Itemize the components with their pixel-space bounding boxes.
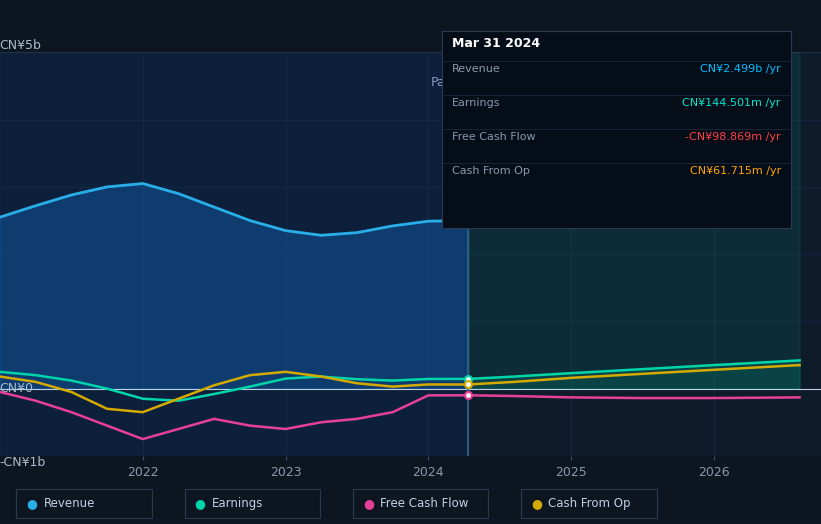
Text: Earnings: Earnings — [212, 497, 264, 510]
Text: ●: ● — [531, 497, 542, 510]
Text: Analysts Forecasts: Analysts Forecasts — [479, 76, 596, 89]
Text: -CN¥98.869m /yr: -CN¥98.869m /yr — [686, 132, 781, 142]
Text: CN¥61.715m /yr: CN¥61.715m /yr — [690, 166, 781, 176]
Text: Free Cash Flow: Free Cash Flow — [380, 497, 469, 510]
Text: CN¥144.501m /yr: CN¥144.501m /yr — [682, 98, 781, 108]
Text: -CN¥1b: -CN¥1b — [0, 456, 45, 469]
Text: Revenue: Revenue — [452, 64, 500, 74]
Text: ●: ● — [363, 497, 374, 510]
Text: Cash From Op: Cash From Op — [548, 497, 631, 510]
Text: CN¥2.499b /yr: CN¥2.499b /yr — [700, 64, 781, 74]
Text: CN¥0: CN¥0 — [0, 382, 33, 395]
Text: Free Cash Flow: Free Cash Flow — [452, 132, 535, 142]
Bar — [0, 52, 468, 456]
Text: Past: Past — [431, 76, 457, 89]
Text: CN¥5b: CN¥5b — [0, 39, 41, 52]
Text: Earnings: Earnings — [452, 98, 500, 108]
Text: ●: ● — [26, 497, 37, 510]
Text: ●: ● — [195, 497, 205, 510]
Text: Mar 31 2024: Mar 31 2024 — [452, 37, 539, 50]
Text: Cash From Op: Cash From Op — [452, 166, 530, 176]
Text: Revenue: Revenue — [44, 497, 95, 510]
